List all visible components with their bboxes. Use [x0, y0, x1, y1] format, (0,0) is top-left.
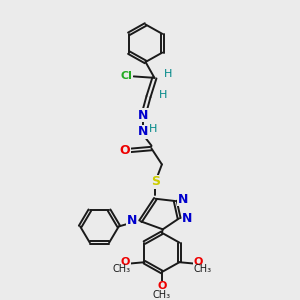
Text: N: N — [127, 214, 137, 227]
Text: CH₃: CH₃ — [112, 264, 130, 274]
Text: O: O — [157, 281, 167, 291]
Text: O: O — [194, 257, 203, 267]
Text: N: N — [178, 193, 188, 206]
Text: H: H — [149, 124, 157, 134]
Text: N: N — [138, 109, 148, 122]
Text: O: O — [119, 144, 130, 157]
Text: N: N — [138, 125, 148, 138]
Text: S: S — [151, 175, 160, 188]
Text: O: O — [121, 257, 130, 267]
Text: H: H — [159, 90, 168, 100]
Text: CH₃: CH₃ — [153, 290, 171, 299]
Text: Cl: Cl — [120, 71, 132, 81]
Text: N: N — [182, 212, 193, 225]
Text: H: H — [164, 69, 172, 80]
Text: CH₃: CH₃ — [194, 264, 211, 274]
